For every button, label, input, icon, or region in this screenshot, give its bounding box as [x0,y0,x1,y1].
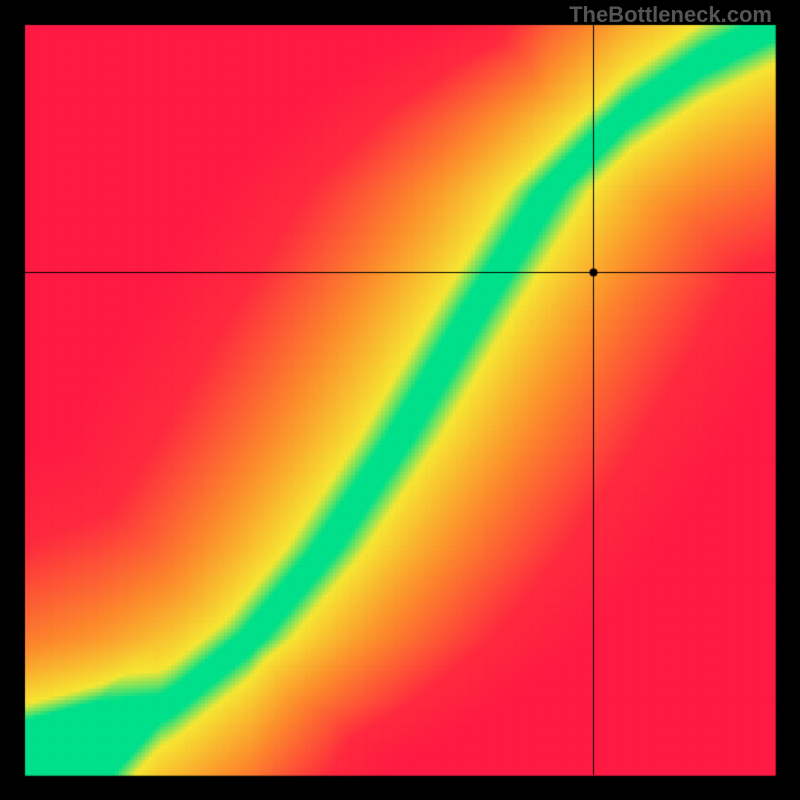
chart-container: TheBottleneck.com [0,0,800,800]
watermark-label: TheBottleneck.com [569,2,772,28]
heatmap-canvas [0,0,800,800]
